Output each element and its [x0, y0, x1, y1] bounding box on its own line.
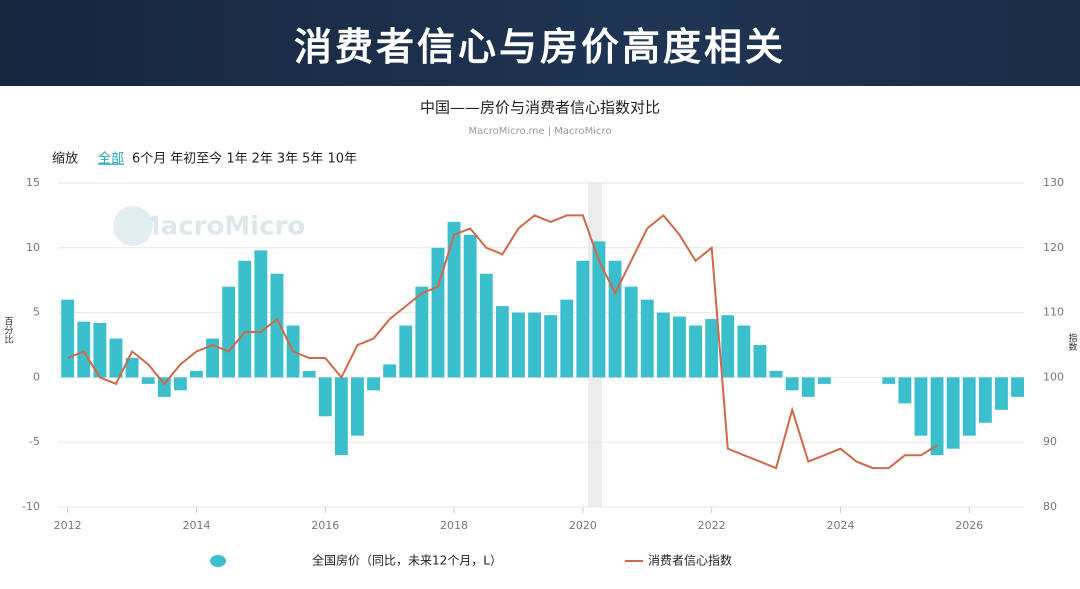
bar — [270, 273, 284, 378]
chart-title: 中国——房价与消费者信心指数对比 — [420, 99, 660, 117]
legend-label: 全国房价（同比，未来12个月，L） — [312, 553, 502, 568]
zoom-button[interactable]: 全部 — [98, 151, 124, 167]
watermark: MacroMicro — [135, 212, 305, 242]
y2-tick-label: 80 — [1043, 500, 1057, 513]
bar — [173, 377, 187, 391]
bar — [1011, 377, 1024, 397]
y2-tick-label: 110 — [1043, 306, 1064, 319]
bar — [817, 377, 831, 384]
bar — [447, 221, 461, 378]
bar — [592, 241, 606, 378]
y2-axis-label: 指数 — [1067, 332, 1078, 352]
bar — [528, 312, 541, 378]
bar — [479, 273, 493, 378]
watermark-logo — [113, 206, 153, 246]
legend-label: 消费者信心指数 — [648, 553, 732, 568]
y2-tick-label: 100 — [1043, 370, 1064, 383]
chart: 中国——房价与消费者信心指数对比 MacroMicro.me | MacroMi… — [3, 99, 1078, 568]
x-tick-label: 2016 — [311, 519, 339, 532]
y-tick-label: 10 — [26, 241, 40, 254]
zoom-button[interactable]: 2年 — [252, 152, 273, 167]
bar — [334, 377, 348, 456]
x-tick-label: 2022 — [698, 519, 726, 532]
banner: 消费者信心与房价高度相关 — [0, 0, 1080, 86]
legend-marker — [210, 555, 226, 567]
zoom-button[interactable]: 年初至今 — [170, 151, 222, 167]
bar — [624, 286, 638, 378]
bar — [238, 260, 252, 378]
bar — [93, 322, 107, 378]
bar — [431, 247, 445, 378]
bar — [962, 377, 976, 436]
banner-title: 消费者信心与房价高度相关 — [293, 25, 786, 69]
y2-tick-label: 130 — [1043, 176, 1064, 189]
bar — [946, 377, 960, 449]
bar — [302, 370, 316, 378]
x-tick-label: 2018 — [440, 519, 468, 532]
bar — [495, 306, 509, 378]
line — [67, 214, 938, 470]
bar — [721, 315, 735, 378]
y-tick-label: -5 — [29, 435, 40, 448]
bar — [125, 357, 139, 378]
zoom-button[interactable]: 1年 — [226, 152, 247, 167]
bar — [560, 299, 574, 378]
x-tick-label: 2024 — [826, 519, 854, 532]
y-axis-label: 百分比 — [3, 316, 14, 343]
bar — [673, 316, 686, 378]
x-tick-label: 2020 — [569, 519, 597, 532]
y-tick-label: -10 — [22, 500, 40, 513]
zoom-button[interactable]: 3年 — [277, 152, 298, 167]
x-tick-label: 2014 — [182, 519, 210, 532]
bar — [399, 325, 413, 378]
chart-subtitle: MacroMicro.me | MacroMicro — [469, 126, 612, 137]
bar — [769, 370, 783, 378]
x-tick-label: 2012 — [54, 519, 82, 532]
bar — [898, 377, 912, 404]
bar — [351, 377, 364, 436]
bar — [544, 315, 558, 378]
bar — [608, 260, 622, 378]
bar — [801, 377, 815, 397]
bar — [512, 312, 525, 378]
y2-tick-label: 90 — [1043, 435, 1057, 448]
bar — [978, 377, 992, 423]
bar — [914, 377, 928, 436]
bar — [689, 325, 702, 378]
zoom-button[interactable]: 5年 — [302, 152, 323, 167]
y-tick-label: 5 — [33, 306, 40, 319]
bar — [737, 325, 751, 378]
bar — [222, 286, 236, 378]
x-tick-label: 2026 — [955, 519, 983, 532]
bar — [190, 370, 203, 378]
bar — [640, 299, 654, 378]
bar — [318, 377, 332, 417]
bar — [463, 234, 477, 378]
bar — [930, 377, 944, 456]
bar — [995, 377, 1008, 410]
bar — [61, 299, 75, 378]
bar — [415, 286, 429, 378]
bar — [656, 312, 670, 378]
bar — [882, 377, 896, 384]
zoom-button[interactable]: 6个月 — [132, 152, 166, 167]
bar — [157, 377, 171, 397]
y-tick-label: 15 — [26, 176, 40, 189]
zoom-button[interactable]: 10年 — [327, 152, 357, 167]
bar — [254, 250, 268, 378]
bar — [141, 377, 155, 384]
bar — [109, 338, 123, 378]
bar — [753, 345, 767, 378]
zoom-label: 缩放 — [52, 151, 78, 167]
y2-tick-label: 120 — [1043, 241, 1064, 254]
bar — [367, 377, 380, 391]
bar — [785, 377, 799, 391]
bar — [206, 338, 219, 378]
bar — [383, 364, 397, 378]
bar — [77, 321, 91, 378]
bar — [705, 319, 719, 378]
bar — [576, 260, 590, 378]
y-tick-label: 0 — [33, 370, 40, 383]
